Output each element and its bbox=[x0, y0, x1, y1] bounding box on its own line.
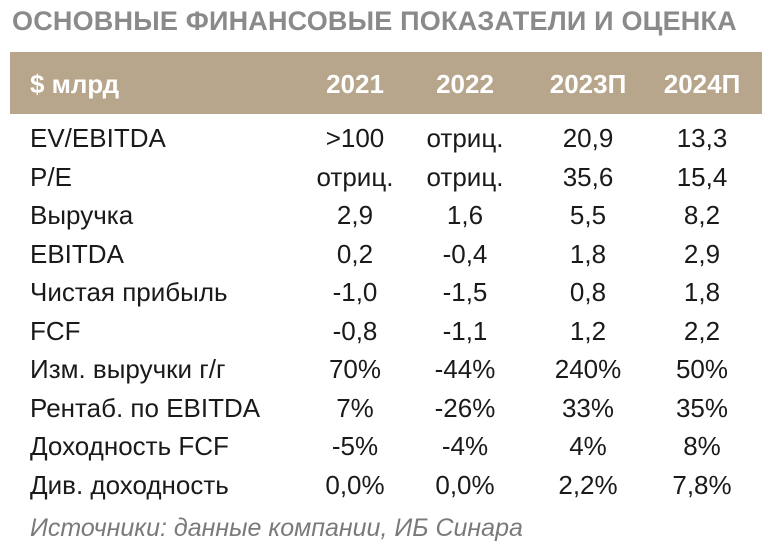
table-cell: 35% bbox=[675, 392, 729, 423]
table-cell: -1,5 bbox=[442, 277, 488, 307]
table-cell: 0,2 bbox=[336, 238, 374, 269]
table-cell: 2,2% bbox=[558, 469, 618, 500]
table-cell: 1,8 bbox=[569, 238, 607, 269]
table-cell: -1,1 bbox=[442, 315, 488, 346]
table-header: $ млрд 2021 2022 2023П 2024П bbox=[10, 52, 762, 114]
table-row: Доходность FCF -5% -4% 4% 8% bbox=[10, 427, 762, 466]
table-cell: 13,3 bbox=[676, 123, 728, 153]
table-cell: 35,6 bbox=[562, 161, 614, 192]
table-row: P/E отриц. отриц. 35,6 15,4 bbox=[10, 158, 762, 197]
table-cell: отриц. bbox=[426, 123, 504, 153]
table-cell: 8% bbox=[683, 431, 721, 461]
table-cell: 1,2 bbox=[569, 315, 607, 346]
table-cell: 15,4 bbox=[676, 161, 728, 192]
row-label: EV/EBITDA bbox=[30, 123, 166, 153]
table-cell: 2,9 bbox=[336, 200, 374, 230]
column-header-2021: 2021 bbox=[326, 69, 384, 99]
row-label: Изм. выручки г/г bbox=[30, 354, 226, 384]
table-cell: -44% bbox=[434, 354, 496, 384]
row-label: Выручка bbox=[30, 200, 134, 230]
table-cell: 1,8 bbox=[683, 277, 721, 307]
row-label: Рентаб. по EBITDA bbox=[30, 392, 261, 423]
row-label: Див. доходность bbox=[30, 469, 229, 500]
table-row: Изм. выручки г/г 70% -44% 240% 50% bbox=[10, 350, 762, 389]
table-row: FCF -0,8 -1,1 1,2 2,2 bbox=[10, 312, 762, 351]
column-header-2022: 2022 bbox=[436, 69, 494, 99]
table-cell: 4% bbox=[569, 431, 607, 461]
table-row: Чистая прибыль -1,0 -1,5 0,8 1,8 bbox=[10, 273, 762, 312]
table-cell: 0,8 bbox=[569, 277, 607, 307]
table-cell: отриц. bbox=[426, 161, 504, 192]
table-row: Рентаб. по EBITDA 7% -26% 33% 35% bbox=[10, 389, 762, 428]
table-cell: 0,0% bbox=[435, 469, 495, 500]
table-cell: -26% bbox=[434, 392, 496, 423]
table-row: EV/EBITDA >100 отриц. 20,9 13,3 bbox=[10, 119, 762, 158]
table-row: Див. доходность 0,0% 0,0% 2,2% 7,8% bbox=[10, 466, 762, 505]
table-cell: -5% bbox=[331, 431, 379, 461]
table-cell: >100 bbox=[325, 123, 385, 153]
table-cell: 240% bbox=[554, 354, 622, 384]
column-header-2023p: 2023П bbox=[549, 69, 627, 99]
table-cell: 50% bbox=[675, 354, 729, 384]
table-cell: 5,5 bbox=[569, 200, 607, 230]
table-row: EBITDA 0,2 -0,4 1,8 2,9 bbox=[10, 235, 762, 274]
table-cell: 7,8% bbox=[672, 469, 732, 500]
page-title: ОСНОВНЫЕ ФИНАНСОВЫЕ ПОКАЗАТЕЛИ И ОЦЕНКА bbox=[12, 6, 737, 36]
table-cell: -4% bbox=[441, 431, 489, 461]
row-label: EBITDA bbox=[30, 238, 124, 269]
table-cell: 1,6 bbox=[446, 200, 484, 230]
table-cell: 8,2 bbox=[683, 200, 721, 230]
table-cell: 7% bbox=[336, 392, 374, 423]
table-cell: 70% bbox=[328, 354, 382, 384]
table-row: Выручка 2,9 1,6 5,5 8,2 bbox=[10, 196, 762, 235]
row-label: P/E bbox=[30, 161, 72, 192]
table-cell: 2,2 bbox=[683, 315, 721, 346]
table-cell: -0,4 bbox=[442, 238, 488, 269]
table-body: EV/EBITDA >100 отриц. 20,9 13,3 P/E отри… bbox=[10, 119, 762, 504]
table-cell: 2,9 bbox=[683, 238, 721, 269]
table-cell: отриц. bbox=[316, 161, 394, 192]
row-label: Доходность FCF bbox=[30, 431, 229, 461]
table-cell: 0,0% bbox=[325, 469, 385, 500]
column-header-2024p: 2024П bbox=[663, 69, 741, 99]
table-cell: 20,9 bbox=[562, 123, 614, 153]
column-header-unit: $ млрд bbox=[30, 69, 120, 99]
source-note: Источники: данные компании, ИБ Синара bbox=[30, 514, 523, 542]
table-cell: -0,8 bbox=[332, 315, 378, 346]
row-label: FCF bbox=[30, 315, 81, 346]
table-cell: 33% bbox=[561, 392, 615, 423]
table-cell: -1,0 bbox=[332, 277, 378, 307]
row-label: Чистая прибыль bbox=[30, 277, 228, 307]
